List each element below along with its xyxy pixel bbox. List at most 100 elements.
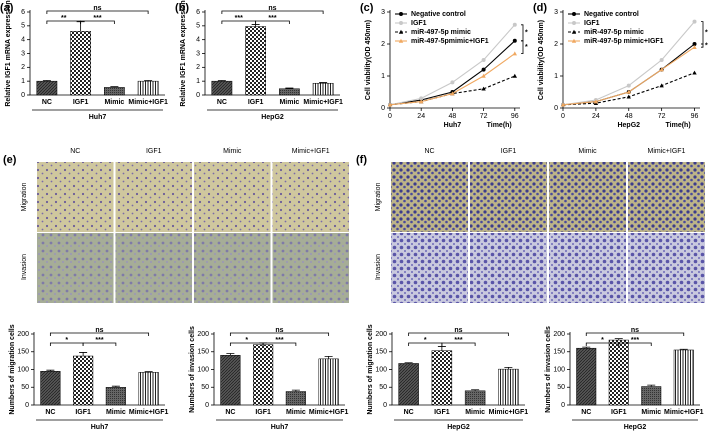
error-bar	[324, 355, 333, 359]
bar	[318, 358, 339, 406]
error-bar	[217, 80, 226, 82]
y-tick-label: 100	[197, 366, 209, 373]
series-line	[389, 53, 516, 106]
legend-marker	[399, 12, 403, 16]
x-tick-label: NC	[225, 409, 235, 416]
bar	[498, 368, 519, 406]
y-tick-label: 50	[21, 384, 29, 391]
bar	[398, 363, 419, 406]
error-bar	[404, 362, 413, 364]
legend-label: miR-497-5p mimic+IGF1	[584, 38, 664, 45]
x-tick-label: Mimic	[106, 409, 126, 416]
group-label: Huh7	[89, 114, 107, 121]
y-tick-label: 200	[17, 331, 29, 338]
y-tick-label: 1	[196, 78, 200, 85]
significance-bracket	[618, 342, 652, 346]
x-tick-label: Mimic	[286, 409, 306, 416]
bar	[576, 347, 597, 406]
micrograph	[272, 233, 349, 303]
micrograph	[272, 162, 349, 232]
y-tick-label: 6	[21, 9, 25, 16]
group-label: Huh7	[271, 424, 289, 431]
point	[512, 22, 517, 27]
error-bar	[111, 385, 120, 388]
x-tick-label: IGF1	[434, 409, 450, 416]
column-label: Mimic	[578, 148, 597, 155]
point	[450, 91, 455, 96]
bar	[73, 355, 94, 406]
error-bar	[79, 352, 88, 357]
legend-marker	[398, 29, 404, 34]
panel-label: (a)	[0, 2, 14, 14]
legend-marker	[398, 38, 404, 43]
bar	[673, 349, 694, 406]
significance-bracket	[229, 332, 330, 336]
x-tick-label: Mimic+IGF1	[303, 99, 343, 106]
significance-label: ***	[95, 337, 103, 344]
y-tick-label: 200	[375, 331, 387, 338]
legend-label: miR-497-5p mimic	[411, 29, 471, 36]
legend-label: Negative control	[584, 11, 639, 18]
bar	[70, 31, 91, 96]
bar	[220, 355, 241, 406]
x-tick-label: Mimic	[465, 409, 485, 416]
y-tick-label: 5	[196, 23, 200, 30]
y-axis-label: Cell viability(OD 450nm)	[538, 20, 545, 100]
significance-label: ns	[631, 327, 639, 334]
point	[659, 58, 664, 62]
micrograph	[470, 162, 547, 232]
bar	[608, 339, 629, 406]
significance-label: ***	[275, 337, 283, 344]
error-bar	[679, 348, 688, 350]
legend-label: miR-497-5pmimic+IGF1	[411, 38, 489, 45]
error-bar	[144, 371, 153, 373]
bar	[104, 87, 125, 96]
column-label: Mimic+IGF1	[648, 148, 686, 155]
y-tick-label: 150	[17, 349, 29, 356]
point	[626, 94, 631, 99]
point	[692, 42, 697, 46]
point	[659, 83, 664, 88]
significance-bracket	[255, 20, 290, 24]
y-tick-label: 1	[381, 73, 385, 80]
x-tick-label: 96	[691, 113, 699, 120]
significance-bracket	[585, 332, 685, 336]
bar	[641, 386, 662, 406]
y-tick-label: 100	[17, 366, 29, 373]
error-bar	[42, 80, 51, 82]
y-axis-label: Numbers of invasion cells	[545, 326, 552, 413]
significance-label: ***	[268, 15, 276, 22]
group-label: Huh7	[444, 122, 462, 129]
point	[481, 58, 486, 62]
bar	[138, 372, 159, 406]
micrograph	[549, 162, 626, 232]
y-axis-label: Cell viability(OD 450nm)	[365, 20, 372, 100]
error-bar	[226, 353, 235, 356]
y-tick-label: 6	[196, 9, 200, 16]
y-tick-label: 0	[383, 402, 387, 409]
x-axis-label: Time(h)	[666, 122, 691, 129]
point	[593, 99, 599, 104]
point	[450, 80, 455, 85]
y-axis-label: Relative IGF1 mRNA expression	[5, 0, 12, 106]
error-bar	[647, 384, 656, 387]
y-tick-label: 200	[197, 331, 209, 338]
x-tick-label: IGF1	[75, 409, 91, 416]
error-bar	[319, 82, 328, 84]
bar	[253, 344, 274, 406]
row-label: Invasion	[375, 254, 382, 280]
significance-label: *	[65, 337, 68, 344]
significance-label: ***	[454, 337, 462, 344]
error-bar	[110, 86, 119, 88]
legend-label: IGF1	[584, 20, 600, 27]
x-tick-label: 0	[561, 113, 565, 120]
point	[481, 86, 486, 91]
error-bar	[437, 346, 446, 351]
panel-label: (d)	[533, 2, 547, 14]
column-label: IGF1	[146, 148, 162, 155]
significance-label: ns	[268, 5, 276, 12]
micrograph	[391, 233, 468, 303]
group-label: HepG2	[617, 122, 640, 129]
y-tick-label: 2	[554, 41, 558, 48]
series-line	[562, 72, 695, 106]
